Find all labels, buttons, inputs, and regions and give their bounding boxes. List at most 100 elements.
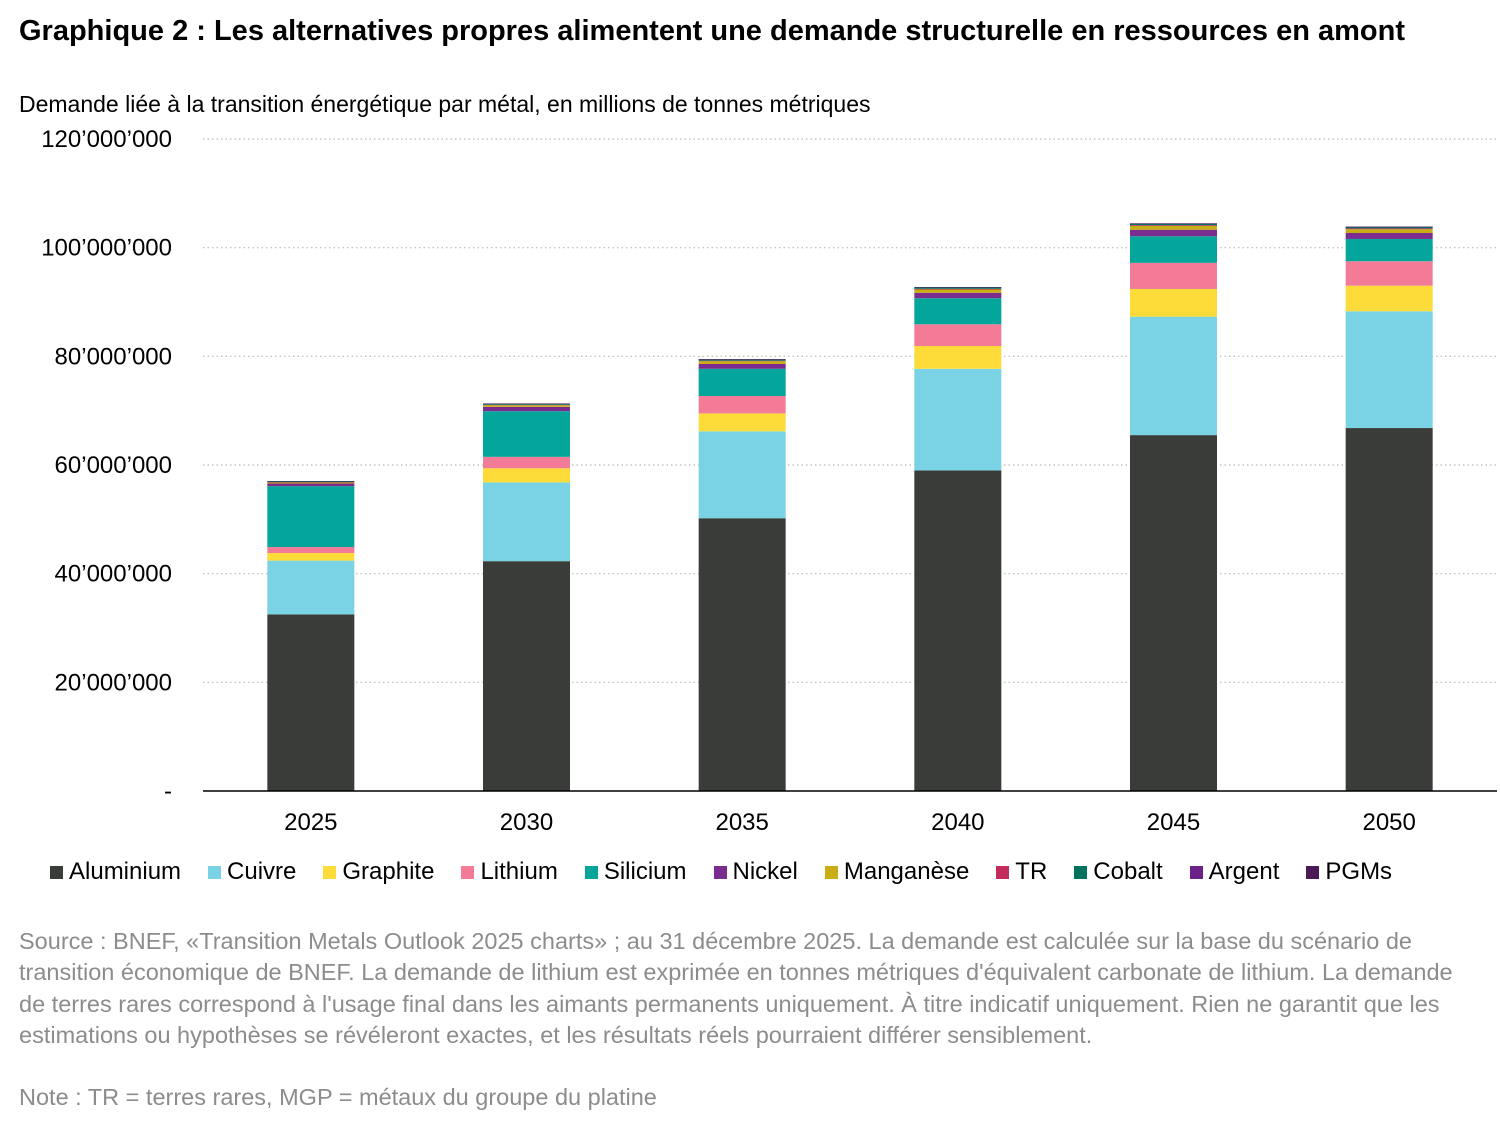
legend-swatch xyxy=(50,865,63,879)
bar-segment-nickel-2040 xyxy=(914,292,1002,299)
y-tick-label: - xyxy=(164,778,172,805)
bar-segment-graphite-2030 xyxy=(483,468,570,483)
bar-segment-lithium-2045 xyxy=(1130,262,1217,289)
bar-segment-graphite-2035 xyxy=(698,413,786,432)
bar-segment-aluminium-2035 xyxy=(698,518,786,791)
legend-label: PGMs xyxy=(1325,858,1393,885)
bar-segment-silicium-2035 xyxy=(698,368,786,396)
footnote: Note : TR = terres rares, MGP = métaux d… xyxy=(19,1084,657,1110)
bar-segment-cobalt-2030 xyxy=(483,403,570,405)
bar-segment-cuivre-2025 xyxy=(267,560,355,615)
legend-label: Graphite xyxy=(342,858,435,885)
legend-label: Argent xyxy=(1208,858,1280,885)
bar-segment-lithium-2030 xyxy=(483,456,570,469)
legend-label: Cobalt xyxy=(1093,858,1163,885)
legend-label: Lithium xyxy=(480,858,558,885)
legend-item: Silicium xyxy=(584,858,687,886)
legend-item: Manganèse xyxy=(824,858,970,886)
bar-segment-aluminium-2025 xyxy=(267,614,355,791)
chart-title: Graphique 2 : Les alternatives propres a… xyxy=(19,15,1405,47)
bar-segment-manganèse-2045 xyxy=(1130,225,1217,230)
bar-segment-silicium-2045 xyxy=(1130,236,1217,263)
bar-segment-cobalt-2050 xyxy=(1345,226,1433,229)
legend: Aluminium Cuivre Graphite Lithium Silicium Ni… xyxy=(50,855,1490,889)
legend-item: Cuivre xyxy=(208,858,296,886)
stacked-bar-chart: - 20’000’000 40’000’000 60’000’000 80’000’00… xyxy=(41,126,1497,836)
legend-item: Aluminium xyxy=(50,858,181,886)
legend-swatch xyxy=(323,865,337,879)
bar-segment-silicium-2030 xyxy=(483,411,570,457)
bar-segment-cuivre-2030 xyxy=(483,482,570,562)
legend-item: TR xyxy=(996,858,1047,886)
legend-label: Cuivre xyxy=(227,858,297,885)
legend-item: Argent xyxy=(1189,858,1280,886)
bar-segment-tr-2035 xyxy=(698,360,786,362)
bar-segment-silicium-2050 xyxy=(1345,238,1433,262)
x-tick-label: 2035 xyxy=(715,809,768,836)
x-tick-label: 2030 xyxy=(500,809,553,836)
legend-swatch xyxy=(208,865,222,879)
bar-segment-silicium-2025 xyxy=(267,486,355,548)
bar-segment-graphite-2045 xyxy=(1130,288,1217,317)
bar-segment-manganèse-2030 xyxy=(483,405,570,407)
bar-segment-manganèse-2035 xyxy=(698,361,786,364)
y-tick-label: 80’000’000 xyxy=(55,343,172,370)
legend-swatch xyxy=(713,865,727,879)
x-axis-tick-labels: 2025 2030 2035 2040 2045 2050 xyxy=(284,809,1416,836)
legend-label: Manganèse xyxy=(843,858,970,885)
legend-item: Lithium xyxy=(461,858,558,886)
legend-label: Aluminium xyxy=(69,858,182,885)
y-axis-tick-labels: - 20’000’000 40’000’000 60’000’000 80’000’00… xyxy=(41,126,172,805)
legend-item: Nickel xyxy=(713,858,798,886)
legend-swatch xyxy=(461,865,475,879)
grid-lines xyxy=(203,138,1497,683)
bar-segment-nickel-2025 xyxy=(267,483,355,487)
legend-item: Cobalt xyxy=(1074,858,1163,886)
bar-segment-graphite-2050 xyxy=(1345,285,1433,312)
bar-segment-nickel-2045 xyxy=(1130,229,1217,237)
legend-swatch xyxy=(824,865,838,879)
legend-label: Silicium xyxy=(603,858,687,885)
x-tick-label: 2025 xyxy=(284,809,337,836)
bar-segment-tr-2050 xyxy=(1345,228,1433,230)
bar-segment-aluminium-2030 xyxy=(483,561,570,791)
bar-segment-aluminium-2045 xyxy=(1130,435,1217,791)
bar-segment-cuivre-2045 xyxy=(1130,316,1217,436)
bar-segment-silicium-2040 xyxy=(914,298,1002,325)
bar-segment-lithium-2040 xyxy=(914,324,1002,347)
bar-segment-cuivre-2035 xyxy=(698,431,786,519)
bar-segment-aluminium-2040 xyxy=(914,470,1002,791)
bar-segment-lithium-2035 xyxy=(698,395,786,414)
bars xyxy=(267,223,1433,791)
bar-segment-nickel-2035 xyxy=(698,363,786,369)
bar-segment-cobalt-2045 xyxy=(1130,223,1217,226)
bar-segment-manganèse-2025 xyxy=(267,482,355,484)
y-tick-label: 40’000’000 xyxy=(55,561,172,588)
x-tick-label: 2040 xyxy=(931,809,984,836)
chart-subtitle: Demande liée à la transition énergétique… xyxy=(19,91,871,117)
legend-item: Graphite xyxy=(323,858,434,886)
x-tick-label: 2045 xyxy=(1147,809,1200,836)
bar-segment-nickel-2030 xyxy=(483,406,570,412)
legend-swatch xyxy=(1074,865,1088,879)
legend-swatch xyxy=(996,865,1010,879)
y-tick-label: 60’000’000 xyxy=(55,452,172,479)
y-tick-label: 120’000’000 xyxy=(41,126,172,153)
bar-segment-lithium-2025 xyxy=(267,547,355,554)
bar-segment-cobalt-2040 xyxy=(914,287,1002,289)
y-tick-label: 100’000’000 xyxy=(41,235,172,262)
bar-segment-lithium-2050 xyxy=(1345,261,1433,286)
bar-segment-cuivre-2040 xyxy=(914,368,1002,471)
x-tick-label: 2050 xyxy=(1362,809,1415,836)
legend-swatch xyxy=(584,865,598,879)
bar-segment-aluminium-2050 xyxy=(1345,428,1433,791)
bar-segment-cuivre-2050 xyxy=(1345,311,1433,429)
source-note: Source : BNEF, «Transition Metals Outloo… xyxy=(19,928,1453,1048)
legend-label: Nickel xyxy=(732,858,798,885)
legend-swatch xyxy=(1306,865,1320,879)
legend-swatch xyxy=(1189,865,1203,879)
bar-segment-tr-2040 xyxy=(914,288,1002,290)
legend-item: PGMs xyxy=(1306,858,1392,886)
bar-segment-manganèse-2040 xyxy=(914,289,1002,293)
bar-segment-cobalt-2025 xyxy=(267,481,355,483)
